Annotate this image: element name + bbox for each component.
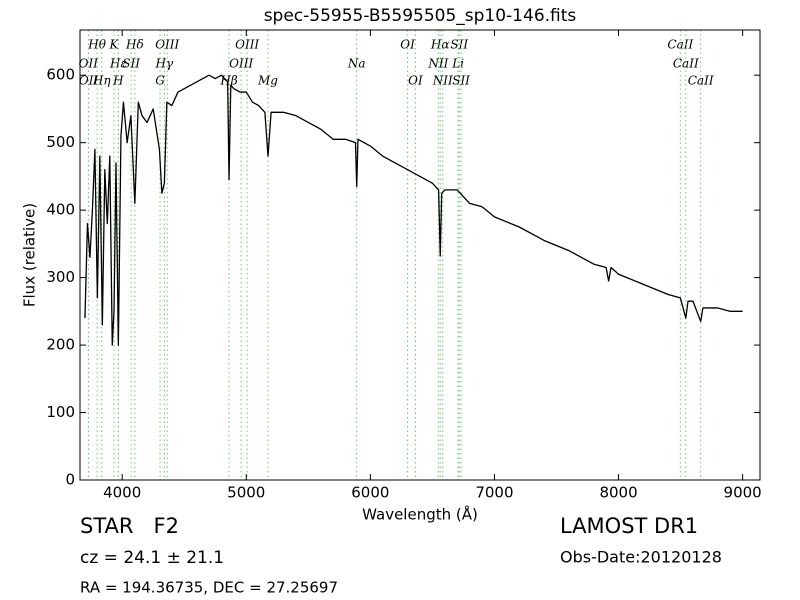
- line-label: SII: [450, 38, 468, 52]
- line-label: G: [155, 74, 165, 88]
- line-label: CaII: [667, 38, 693, 52]
- survey: LAMOST DR1: [560, 514, 698, 538]
- line-label: Hα: [430, 38, 450, 52]
- line-label: NII: [432, 74, 453, 88]
- y-tick-label: 0: [65, 471, 75, 489]
- x-tick-label: 4000: [103, 484, 141, 502]
- line-label: H: [112, 74, 124, 88]
- line-label: Hθ: [87, 38, 106, 52]
- x-tick-label: 7000: [475, 484, 513, 502]
- line-label: Hδ: [125, 38, 144, 52]
- redshift: cz = 24.1 ± 21.1: [80, 548, 224, 568]
- obs-date: Obs-Date:20120128: [560, 548, 722, 567]
- line-label: SII: [452, 74, 470, 88]
- spectrum-line: [84, 74, 743, 346]
- x-tick-label: 8000: [599, 484, 637, 502]
- y-axis-label: Flux (relative): [21, 203, 39, 307]
- plot-frame: [79, 29, 761, 481]
- line-label: OI: [400, 38, 415, 52]
- line-label: CaII: [673, 57, 699, 71]
- line-label: Hη: [92, 74, 111, 88]
- y-tick-label: 100: [46, 403, 75, 421]
- line-label: Na: [347, 57, 366, 71]
- line-label: Li: [451, 57, 464, 71]
- line-label: Hε: [109, 57, 127, 71]
- line-label: CaII: [688, 74, 714, 88]
- line-label: Mg: [257, 74, 278, 88]
- x-tick-label: 9000: [724, 484, 762, 502]
- y-tick-label: 200: [46, 336, 75, 354]
- line-label: OIII: [229, 57, 253, 71]
- line-label: OII: [79, 74, 99, 88]
- line-label: OII: [79, 57, 99, 71]
- x-tick-label: 6000: [351, 484, 389, 502]
- coordinates: RA = 194.36735, DEC = 27.25697: [80, 579, 338, 597]
- line-label: SII: [122, 57, 140, 71]
- line-label: OI: [408, 74, 423, 88]
- object-class: STAR F2: [80, 514, 179, 538]
- x-axis-label: Wavelength (Å): [362, 505, 478, 524]
- y-tick-label: 300: [46, 268, 75, 286]
- line-label: NII: [427, 57, 448, 71]
- line-label: OIII: [235, 38, 259, 52]
- y-tick-label: 600: [46, 66, 75, 84]
- y-tick-label: 400: [46, 201, 75, 219]
- x-tick-label: 5000: [227, 484, 265, 502]
- chart-title: spec-55955-B5595505_sp10-146.fits: [264, 6, 577, 26]
- line-label: K: [109, 38, 120, 52]
- y-tick-label: 500: [46, 133, 75, 151]
- line-label: OIII: [155, 38, 179, 52]
- line-label: Hγ: [155, 57, 174, 71]
